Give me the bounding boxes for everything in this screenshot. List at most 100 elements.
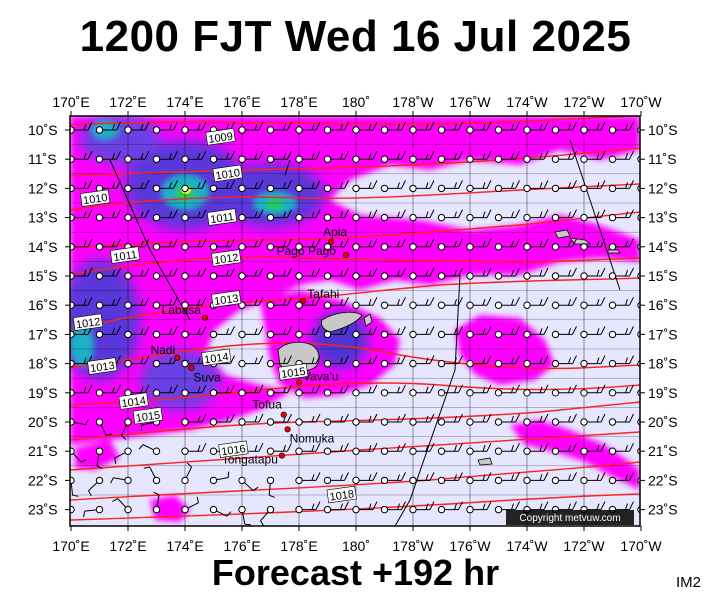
image-code: IM2 bbox=[675, 574, 701, 591]
lat-label-left: 14˚S bbox=[28, 239, 58, 255]
lon-label-top: 172˚W bbox=[563, 94, 605, 110]
isobar-label: 1015 bbox=[132, 406, 163, 425]
trough-lines bbox=[109, 139, 621, 526]
svg-text:1013: 1013 bbox=[90, 360, 116, 375]
place-label: Tofua bbox=[252, 398, 282, 412]
lon-label-bottom: 176˚E bbox=[223, 538, 260, 554]
place-label: Apia bbox=[323, 225, 347, 239]
lat-label-left: 15˚S bbox=[28, 268, 58, 284]
lon-label-top: 176˚E bbox=[223, 94, 260, 110]
svg-text:1013: 1013 bbox=[214, 293, 240, 308]
lat-label-right: 21˚S bbox=[648, 443, 678, 459]
wind-barbs bbox=[70, 121, 634, 526]
place-label: Labasa bbox=[162, 303, 202, 317]
svg-text:1014: 1014 bbox=[204, 351, 230, 366]
place-marker bbox=[201, 314, 209, 321]
isobar-label: 1010 bbox=[80, 189, 111, 207]
lat-label-right: 11˚S bbox=[648, 151, 677, 167]
copyright-text: Copyright metvuw.com bbox=[519, 513, 620, 524]
lon-label-bottom: 174˚E bbox=[166, 538, 203, 554]
lat-label-left: 16˚S bbox=[28, 297, 58, 313]
heavy-rain-sw bbox=[140, 350, 220, 410]
svg-text:1010: 1010 bbox=[82, 192, 108, 207]
axis-ticks bbox=[65, 111, 645, 531]
lat-label-left: 11˚S bbox=[28, 151, 57, 167]
place-markers: Apia Pago Pago Tafahi Labasa Nadi Suva Vava'u T… bbox=[150, 225, 350, 467]
lat-label-right: 10˚S bbox=[648, 122, 678, 138]
svg-text:1015: 1015 bbox=[280, 366, 306, 381]
lat-label-left: 19˚S bbox=[28, 385, 58, 401]
isobar-label: 1013 bbox=[87, 357, 118, 375]
lat-label-left: 22˚S bbox=[28, 472, 58, 488]
svg-text:1011: 1011 bbox=[210, 211, 235, 226]
vanua-levu-island bbox=[321, 311, 363, 333]
svg-text:1011: 1011 bbox=[113, 249, 138, 264]
place-label: Nadi bbox=[150, 343, 175, 357]
isobar-label: 1016 bbox=[218, 440, 249, 458]
isobar-label: 1011 bbox=[109, 246, 141, 264]
lon-label-top: 170˚W bbox=[620, 94, 662, 110]
svg-text:1016: 1016 bbox=[221, 443, 247, 458]
place-label: Tongatapu bbox=[222, 453, 278, 467]
isobar-label: 1014 bbox=[118, 392, 149, 410]
isobar-label: 1012 bbox=[72, 313, 104, 331]
lat-label-right: 19˚S bbox=[648, 385, 678, 401]
lat-label-left: 18˚S bbox=[28, 356, 58, 372]
place-marker bbox=[174, 354, 181, 361]
lon-label-bottom: 178˚E bbox=[280, 538, 317, 554]
svg-text:1010: 1010 bbox=[215, 167, 241, 182]
lat-label-right: 14˚S bbox=[648, 239, 678, 255]
lon-label-bottom: 174˚W bbox=[506, 538, 548, 554]
place-marker bbox=[280, 411, 287, 418]
rain-area-southeast bbox=[510, 420, 640, 490]
lat-label-left: 13˚S bbox=[28, 210, 58, 226]
isobar-label: 1018 bbox=[326, 485, 357, 504]
lon-label-bottom: 170˚W bbox=[620, 538, 662, 554]
islands bbox=[277, 229, 621, 466]
lon-label-bottom: 180˚ bbox=[342, 538, 370, 554]
lon-label-top: 178˚W bbox=[392, 94, 434, 110]
place-label: Suva bbox=[193, 371, 221, 385]
lon-label-bottom: 176˚W bbox=[449, 538, 491, 554]
lat-label-left: 23˚S bbox=[28, 502, 58, 518]
taveuni-island bbox=[363, 313, 373, 327]
lat-label-right: 16˚S bbox=[648, 297, 678, 313]
svg-text:1012: 1012 bbox=[75, 316, 101, 331]
forecast-label: Forecast +192 hr bbox=[211, 552, 500, 593]
lon-label-top: 172˚E bbox=[109, 94, 146, 110]
place-label: Nomuka bbox=[290, 431, 335, 445]
lon-label-bottom: 170˚E bbox=[52, 538, 89, 554]
lat-label-right: 17˚S bbox=[648, 326, 678, 342]
tutuila-island bbox=[607, 249, 621, 254]
svg-text:1015: 1015 bbox=[135, 410, 161, 425]
copyright-box bbox=[506, 510, 634, 525]
latitude-labels-left: 10˚S 11˚S 12˚S 13˚S 14˚S 15˚S 16˚S 17˚S 18˚S 19˚S… bbox=[28, 122, 58, 518]
rain-area-south-spot bbox=[150, 495, 190, 522]
isobar-label: 1011 bbox=[206, 208, 238, 226]
lat-label-right: 20˚S bbox=[648, 414, 678, 430]
longitude-labels-top: 170˚E 172˚E 174˚E 176˚E 178˚E 180˚ 178˚W 176˚W 1… bbox=[52, 94, 662, 110]
savaii-island bbox=[554, 229, 571, 239]
place-label: Vava'u bbox=[303, 370, 338, 384]
isobar-label: 1012 bbox=[211, 249, 242, 267]
place-label: Tafahi bbox=[307, 287, 339, 301]
lon-label-top: 174˚E bbox=[166, 94, 203, 110]
station-dots bbox=[70, 126, 640, 514]
svg-text:1014: 1014 bbox=[121, 395, 147, 410]
lon-label-top: 170˚E bbox=[52, 94, 89, 110]
place-marker bbox=[295, 379, 303, 386]
lat-label-right: 22˚S bbox=[648, 472, 678, 488]
isobar-label: 1015 bbox=[278, 363, 309, 381]
lon-label-top: 178˚E bbox=[280, 94, 317, 110]
rain-area-southwest bbox=[75, 440, 120, 470]
lat-label-left: 17˚S bbox=[28, 326, 58, 342]
tongatapu-island bbox=[477, 457, 493, 466]
longitude-labels-bottom: 170˚E 172˚E 174˚E 176˚E 178˚E 180˚ 178˚W 176˚W 1… bbox=[52, 538, 662, 554]
map-frame bbox=[69, 115, 641, 527]
lat-label-left: 21˚S bbox=[28, 443, 58, 459]
place-label: Pago Pago bbox=[277, 244, 337, 258]
map-title: 1200 FJT Wed 16 Jul 2025 bbox=[79, 12, 632, 61]
lat-label-left: 20˚S bbox=[28, 414, 58, 430]
place-marker bbox=[284, 426, 291, 433]
